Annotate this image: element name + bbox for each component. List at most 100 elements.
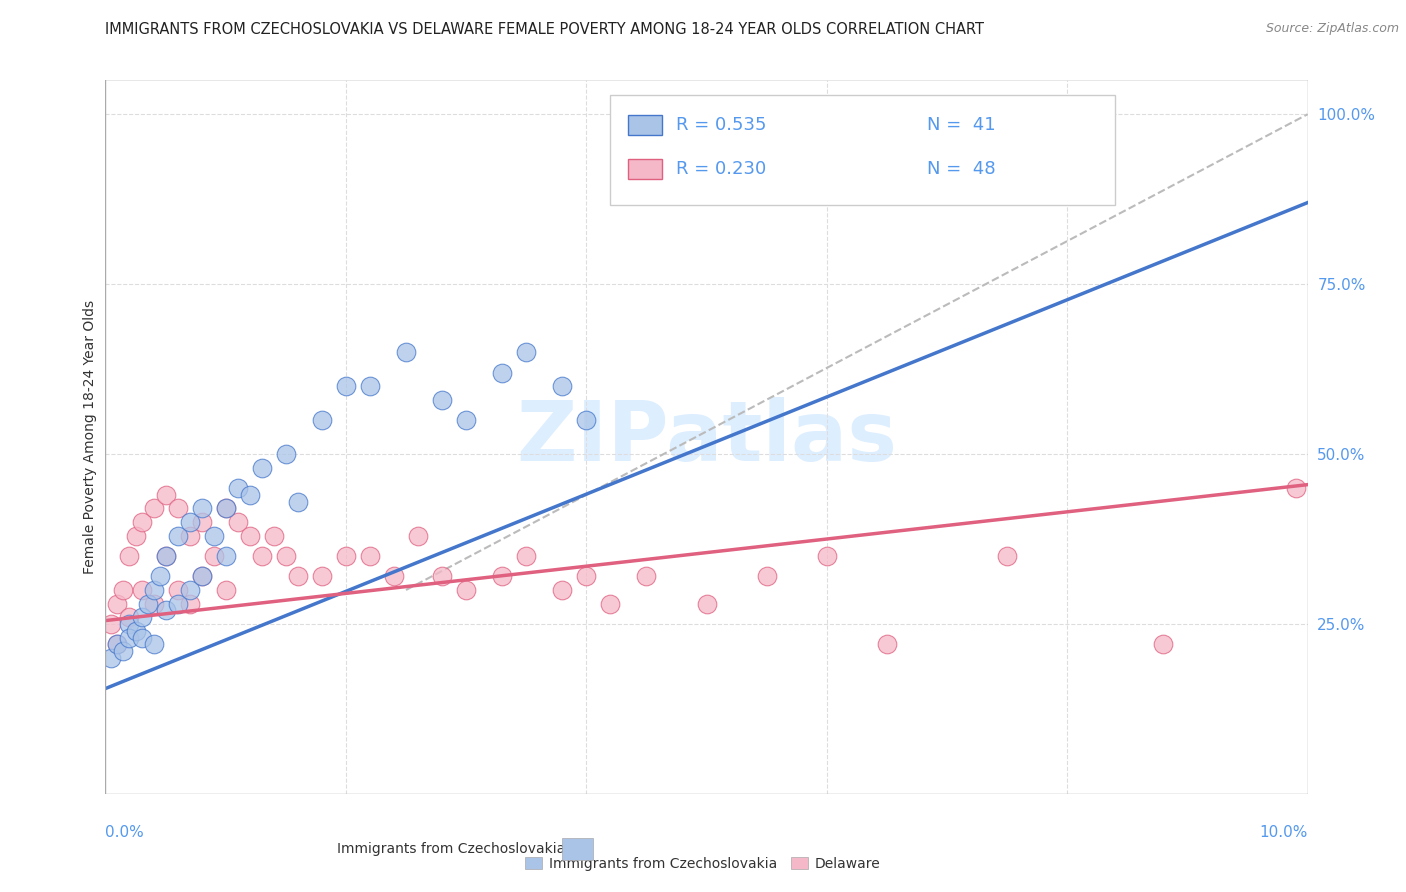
Point [551,379,574,393]
Point [995,549,1018,563]
Point [179,528,201,542]
Text: IMMIGRANTS FROM CZECHOSLOVAKIA VS DELAWARE FEMALE POVERTY AMONG 18-24 YEAR OLDS : IMMIGRANTS FROM CZECHOSLOVAKIA VS DELAWA… [105,22,984,37]
Point [190,515,212,529]
Point [226,481,249,495]
Point [190,501,212,516]
Point [202,528,225,542]
Point [131,610,153,624]
Point [335,549,357,563]
Point [202,549,225,563]
Point [359,549,381,563]
Point [636,569,658,583]
Point [118,631,141,645]
Point [335,379,357,393]
Point [155,488,177,502]
Point [515,345,537,359]
Point [142,597,165,611]
Point [1152,637,1174,651]
Point [100,651,122,665]
Point [190,569,212,583]
Point [124,528,146,542]
Point [852,169,875,183]
Point [118,549,141,563]
Point [287,569,309,583]
Point [112,644,135,658]
Point [100,617,122,632]
Text: 0.0%: 0.0% [105,825,145,840]
Point [287,494,309,508]
Point [214,582,236,597]
FancyBboxPatch shape [628,114,662,135]
Point [107,637,129,651]
Point [575,569,598,583]
Legend: Immigrants from Czechoslovakia, Delaware: Immigrants from Czechoslovakia, Delaware [520,851,886,876]
FancyBboxPatch shape [610,95,1115,205]
Point [430,392,453,407]
Point [239,528,262,542]
Point [226,515,249,529]
Point [155,603,177,617]
Text: N =  41: N = 41 [927,116,995,134]
Point [166,597,188,611]
Point [155,549,177,563]
Point [491,569,513,583]
Point [179,515,201,529]
Point [239,488,262,502]
Point [359,379,381,393]
Point [214,549,236,563]
Point [136,597,159,611]
Point [430,569,453,583]
Point [155,549,177,563]
Point [1284,481,1306,495]
Point [107,597,129,611]
Point [454,582,477,597]
Point [112,582,135,597]
Text: Immigrants from Czechoslovakia: Immigrants from Czechoslovakia [337,842,565,856]
Point [118,617,141,632]
Point [214,501,236,516]
Point [118,610,141,624]
Point [551,582,574,597]
Point [179,597,201,611]
Point [250,549,273,563]
Point [382,569,405,583]
Point [599,597,621,611]
Point [755,569,778,583]
Y-axis label: Female Poverty Among 18-24 Year Olds: Female Poverty Among 18-24 Year Olds [83,300,97,574]
Point [142,582,165,597]
Point [190,569,212,583]
Point [142,637,165,651]
Point [274,447,297,461]
Point [166,501,188,516]
Point [131,515,153,529]
Text: N =  48: N = 48 [927,161,995,178]
Text: R = 0.535: R = 0.535 [676,116,766,134]
Point [166,528,188,542]
Point [131,631,153,645]
Point [250,460,273,475]
Point [395,345,418,359]
Point [696,597,718,611]
Point [815,549,838,563]
Point [311,569,333,583]
FancyBboxPatch shape [628,160,662,179]
Point [876,169,898,183]
Point [876,637,898,651]
Point [214,501,236,516]
Point [148,569,170,583]
Point [406,528,429,542]
Point [311,413,333,427]
Text: 10.0%: 10.0% [1260,825,1308,840]
Point [454,413,477,427]
Point [491,366,513,380]
Point [179,582,201,597]
Point [124,624,146,638]
Point [863,161,886,176]
Point [131,582,153,597]
Point [107,637,129,651]
Point [166,582,188,597]
Text: R = 0.230: R = 0.230 [676,161,766,178]
Text: Source: ZipAtlas.com: Source: ZipAtlas.com [1265,22,1399,36]
Point [274,549,297,563]
Point [142,501,165,516]
